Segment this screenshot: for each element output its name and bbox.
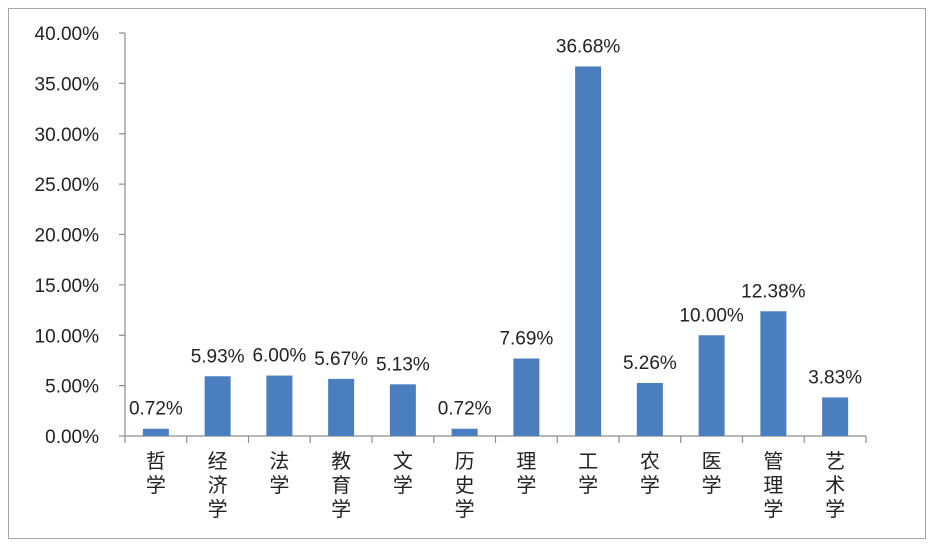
- y-tick-label: 0.00%: [45, 427, 99, 448]
- data-label: 6.00%: [252, 346, 306, 367]
- y-tick-label: 40.00%: [35, 24, 100, 45]
- chart-frame: [8, 8, 926, 539]
- bar: [575, 66, 602, 436]
- y-tick-label: 25.00%: [35, 175, 100, 196]
- data-label: 5.13%: [376, 354, 430, 375]
- bar: [760, 311, 787, 436]
- bar: [822, 397, 849, 436]
- bar: [266, 375, 293, 436]
- data-label: 0.72%: [438, 399, 492, 420]
- category-label: 历史学: [455, 449, 475, 521]
- chart-axes: 0.00% 5.00% 10.00% 15.00% 20.00% 25.00% 30.00%…: [35, 24, 867, 448]
- data-label: 3.83%: [808, 367, 862, 388]
- bar: [451, 428, 478, 436]
- y-tick-label: 30.00%: [35, 125, 100, 146]
- y-tick-label: 20.00%: [35, 226, 100, 247]
- data-label: 0.72%: [129, 399, 183, 420]
- y-tick-label: 5.00%: [45, 377, 99, 398]
- category-label: 医学: [702, 449, 722, 497]
- category-label: 文学: [393, 449, 413, 497]
- bar: [513, 358, 540, 436]
- data-label: 7.69%: [499, 329, 553, 350]
- category-label: 法学: [269, 449, 289, 497]
- bar: [204, 376, 231, 436]
- bar: [328, 378, 355, 436]
- data-label: 10.00%: [679, 305, 744, 326]
- y-tick-label: 10.00%: [35, 326, 100, 347]
- bar: [698, 335, 725, 436]
- y-tick-label: 15.00%: [35, 276, 100, 297]
- category-label: 管理学: [763, 449, 783, 521]
- data-labels: 0.72% 5.93% 6.00% 5.67% 5.13% 0.72% 7.69% 36.68…: [129, 36, 862, 419]
- category-label: 工学: [578, 449, 598, 497]
- category-label: 经济学: [208, 449, 228, 521]
- category-label: 教育学: [331, 449, 351, 521]
- category-label: 理学: [516, 449, 536, 497]
- bar: [142, 428, 169, 436]
- data-label: 5.67%: [314, 349, 368, 370]
- category-label: 哲学: [146, 449, 166, 497]
- data-label: 5.26%: [623, 353, 677, 374]
- data-label: 12.38%: [741, 281, 806, 302]
- bar-series: [142, 66, 849, 436]
- category-label: 农学: [640, 449, 660, 497]
- bar: [389, 384, 416, 436]
- data-label: 5.93%: [191, 346, 245, 367]
- category-label: 艺术学: [825, 449, 845, 521]
- bar: [636, 383, 663, 436]
- y-tick-label: 35.00%: [35, 74, 100, 95]
- data-label: 36.68%: [556, 36, 621, 57]
